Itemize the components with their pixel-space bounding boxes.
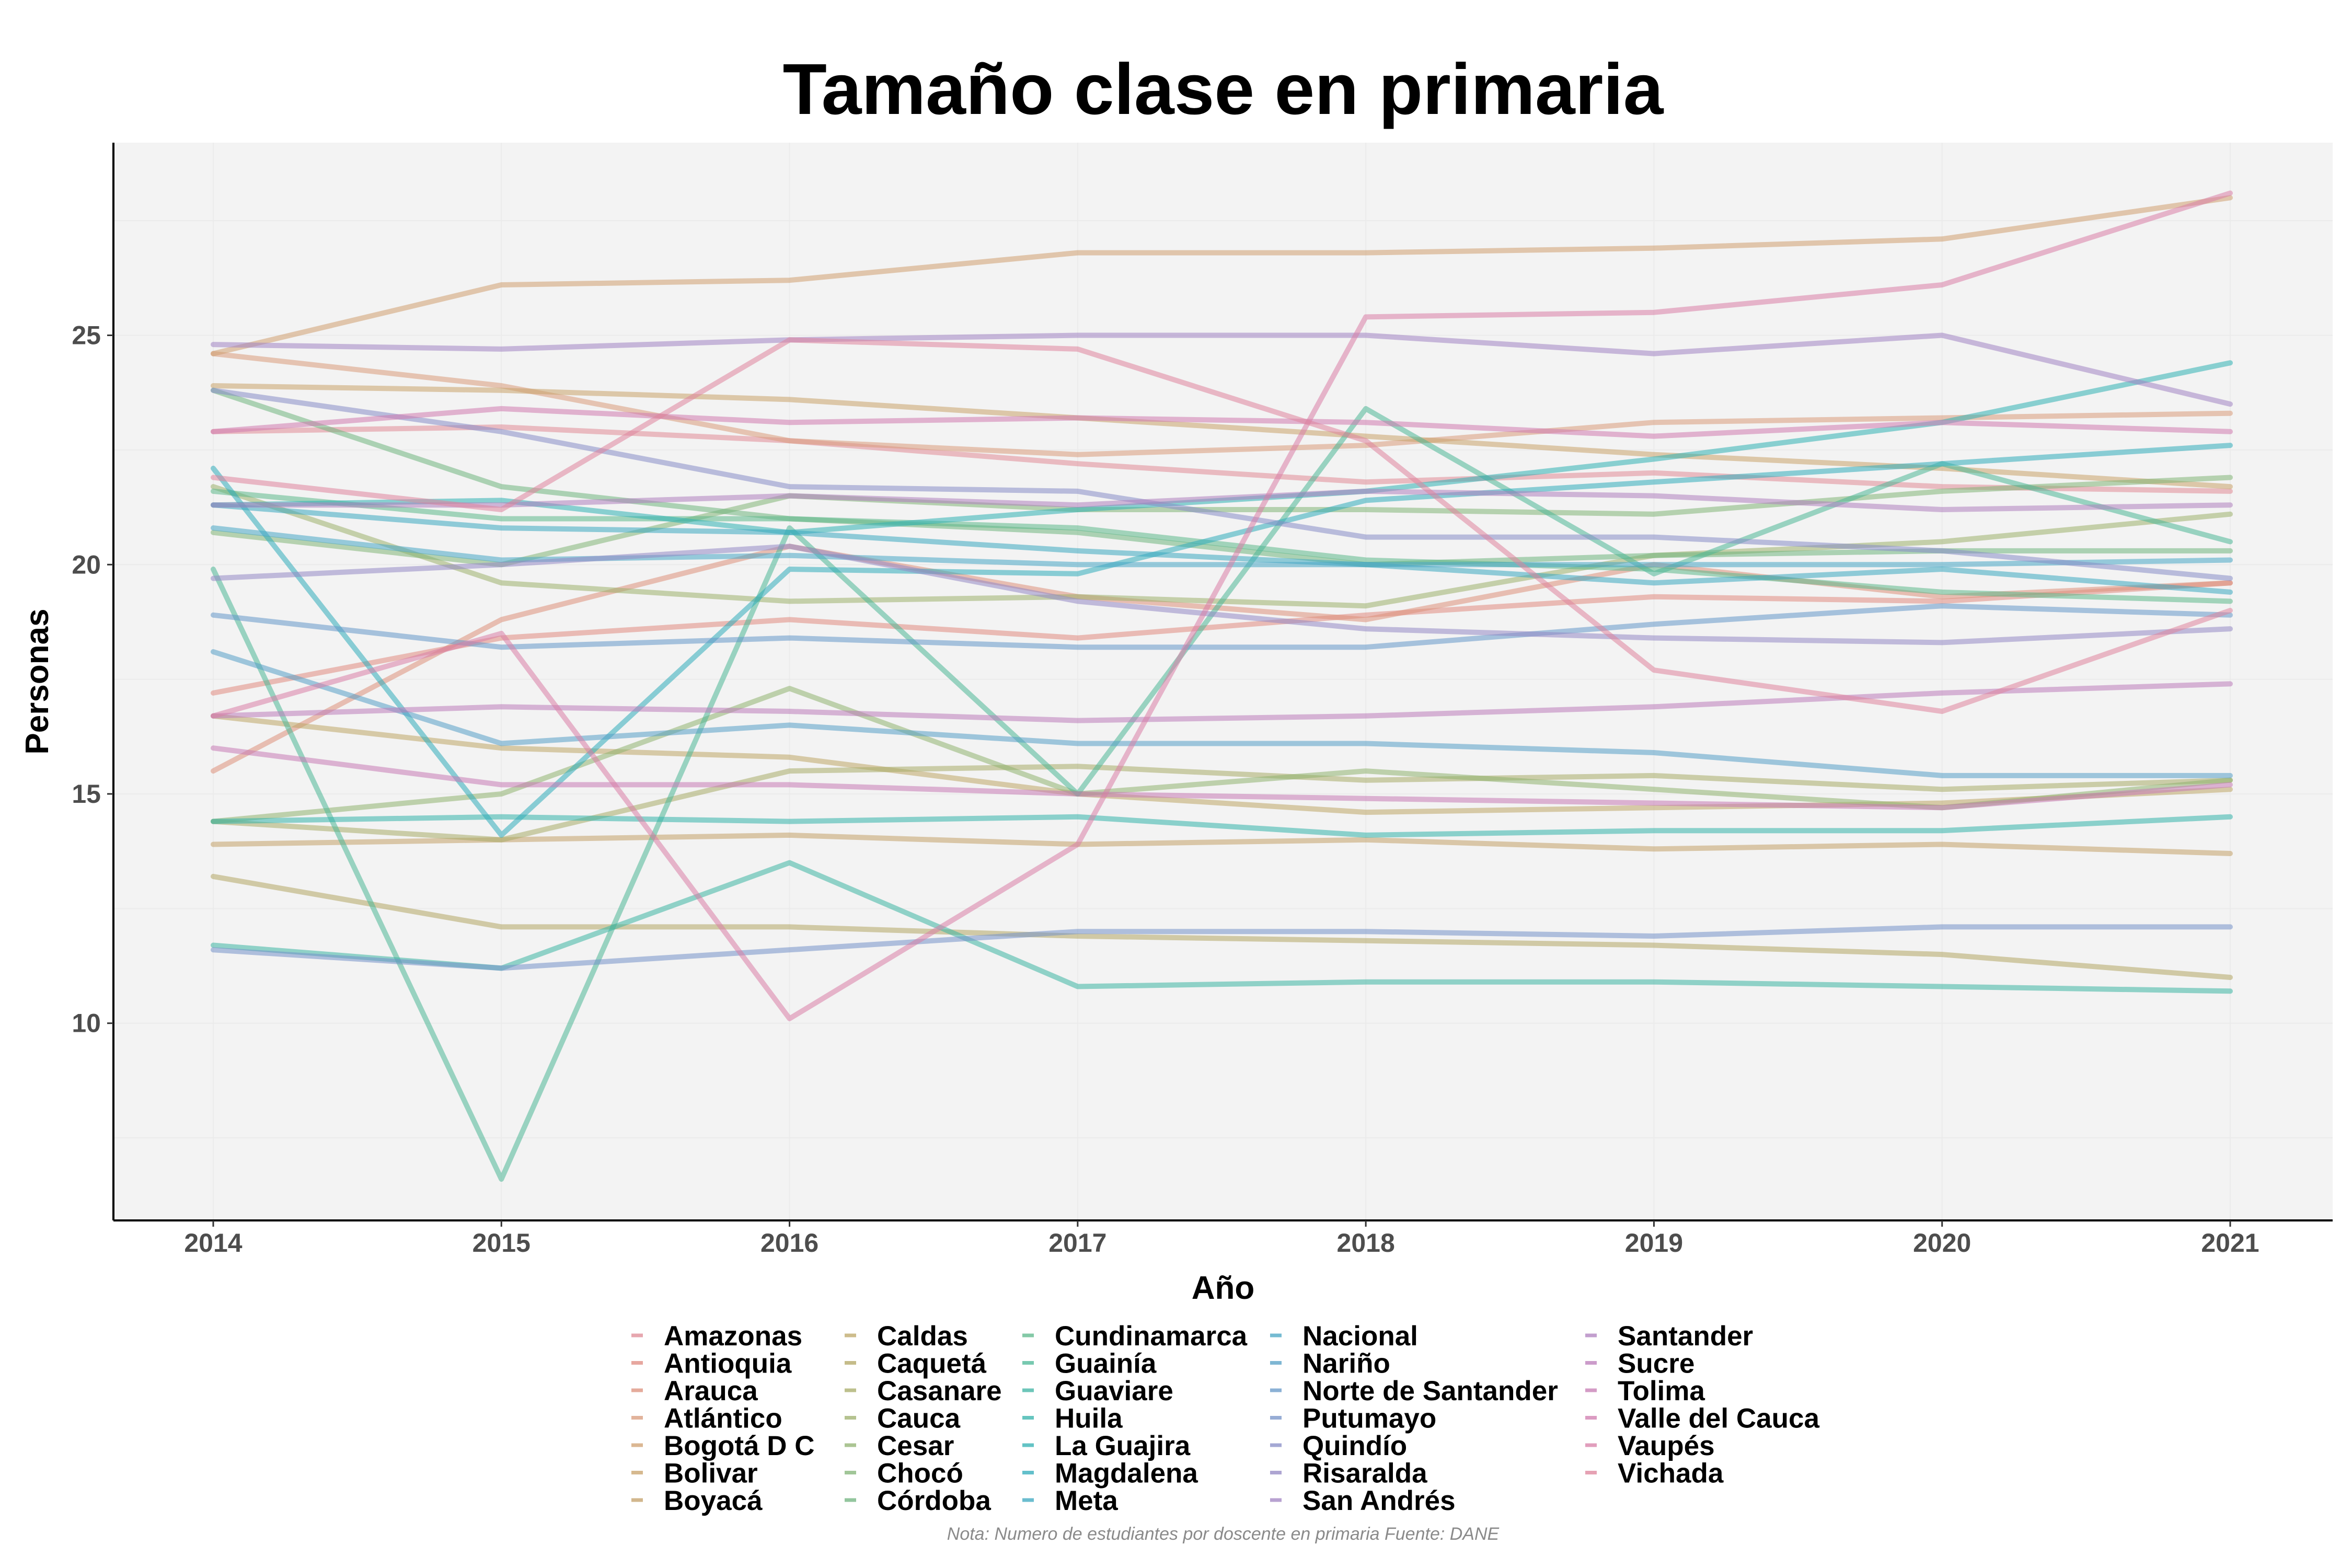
series-line-valle-del-cauca xyxy=(211,406,2233,439)
series-line-norte-de-santander xyxy=(211,603,2233,650)
legend-label: Tolima xyxy=(1618,1376,1705,1406)
plot-panel xyxy=(113,143,2333,1220)
y-tick-label: 15 xyxy=(72,779,101,809)
series-line-san-andres xyxy=(211,332,2233,407)
legend-label: Bogotá D C xyxy=(664,1431,815,1461)
x-tick-label: 2017 xyxy=(1048,1228,1106,1258)
legend-label: Chocó xyxy=(877,1458,963,1489)
series-line-risaralda xyxy=(211,544,2233,645)
series-line-magdalena xyxy=(211,443,2233,838)
legend-label: Antioquia xyxy=(664,1348,792,1379)
legend-label: Nacional xyxy=(1302,1321,1418,1352)
x-axis-title: Año xyxy=(1192,1270,1255,1306)
series-line-bogota-d-c xyxy=(211,195,2233,356)
y-tick-label: 20 xyxy=(72,550,101,579)
legend-label: Boyacá xyxy=(664,1485,763,1516)
series-line-boyaca xyxy=(211,832,2233,856)
legend-label: Bolivar xyxy=(664,1458,758,1489)
series-line-narino xyxy=(211,649,2233,778)
legend-label: Cundinamarca xyxy=(1055,1321,1248,1352)
legend-label: La Guajira xyxy=(1055,1431,1191,1461)
series-line-guaviare xyxy=(211,860,2233,994)
legend-label: Nariño xyxy=(1302,1348,1390,1379)
x-tick-label: 2019 xyxy=(1625,1228,1683,1258)
series-line-santander xyxy=(211,488,2233,512)
series-line-vichada xyxy=(211,337,2233,714)
series-line-tolima xyxy=(211,745,2233,811)
chart-title: Tamaño clase en primaria xyxy=(783,49,1664,130)
legend-label: Amazonas xyxy=(664,1321,802,1352)
series-line-cundinamarca xyxy=(211,488,2233,604)
series-line-putumayo xyxy=(211,924,2233,971)
y-axis-ticks: 10 15 20 25 xyxy=(72,321,113,1038)
series-line-vaupes xyxy=(211,190,2233,1021)
legend-label: Córdoba xyxy=(877,1485,991,1516)
legend-label: Huila xyxy=(1055,1403,1123,1434)
legend-label: Guainía xyxy=(1055,1348,1157,1379)
legend-label: Caquetá xyxy=(877,1348,987,1379)
series-lines xyxy=(211,190,2233,1182)
x-axis-ticks: 2014 2015 2016 2017 2018 2019 2020 2021 xyxy=(184,1220,2259,1258)
legend-label: Quindío xyxy=(1302,1431,1407,1461)
legend-label: Norte de Santander xyxy=(1302,1376,1558,1406)
legend-label: San Andrés xyxy=(1302,1485,1456,1516)
legend-label: Caldas xyxy=(877,1321,968,1352)
y-tick-label: 10 xyxy=(72,1009,101,1038)
x-tick-label: 2015 xyxy=(472,1228,531,1258)
y-axis-title: Personas xyxy=(19,608,55,754)
chart-caption: Nota: Numero de estudiantes por doscente… xyxy=(947,1524,1500,1544)
legend-label: Cauca xyxy=(877,1403,961,1434)
series-line-guainia xyxy=(211,406,2233,1182)
x-tick-label: 2018 xyxy=(1337,1228,1395,1258)
legend-label: Guaviare xyxy=(1055,1376,1173,1406)
x-tick-label: 2021 xyxy=(2201,1228,2259,1258)
series-line-antioquia xyxy=(211,580,2233,696)
x-tick-label: 2016 xyxy=(760,1228,818,1258)
legend-label: Vaupés xyxy=(1618,1431,1715,1461)
series-line-casanare xyxy=(211,764,2233,843)
series-line-arauca xyxy=(211,544,2233,774)
x-tick-label: 2020 xyxy=(1913,1228,1971,1258)
legend-label: Cesar xyxy=(877,1431,954,1461)
series-line-huila xyxy=(211,814,2233,838)
legend-label: Putumayo xyxy=(1302,1403,1436,1434)
legend-label: Meta xyxy=(1055,1485,1118,1516)
series-line-caqueta xyxy=(211,873,2233,980)
legend-label: Santander xyxy=(1618,1321,1753,1352)
y-tick-label: 25 xyxy=(72,321,101,350)
legend-label: Sucre xyxy=(1618,1348,1694,1379)
legend-label: Vichada xyxy=(1618,1458,1724,1489)
legend-label: Casanare xyxy=(877,1376,1002,1406)
x-tick-label: 2014 xyxy=(184,1228,242,1258)
legend-label: Arauca xyxy=(664,1376,758,1406)
series-line-sucre xyxy=(211,681,2233,723)
series-line-atlantico xyxy=(211,351,2233,457)
legend-label: Magdalena xyxy=(1055,1458,1198,1489)
legend-label: Valle del Cauca xyxy=(1618,1403,1819,1434)
legend-label: Atlántico xyxy=(664,1403,782,1434)
legend-label: Risaralda xyxy=(1302,1458,1427,1489)
series-line-choco xyxy=(211,475,2233,568)
series-line-cordoba xyxy=(211,387,2233,568)
series-line-meta xyxy=(211,502,2233,595)
grid-lines xyxy=(113,143,2333,1220)
series-line-quindio xyxy=(211,387,2233,581)
